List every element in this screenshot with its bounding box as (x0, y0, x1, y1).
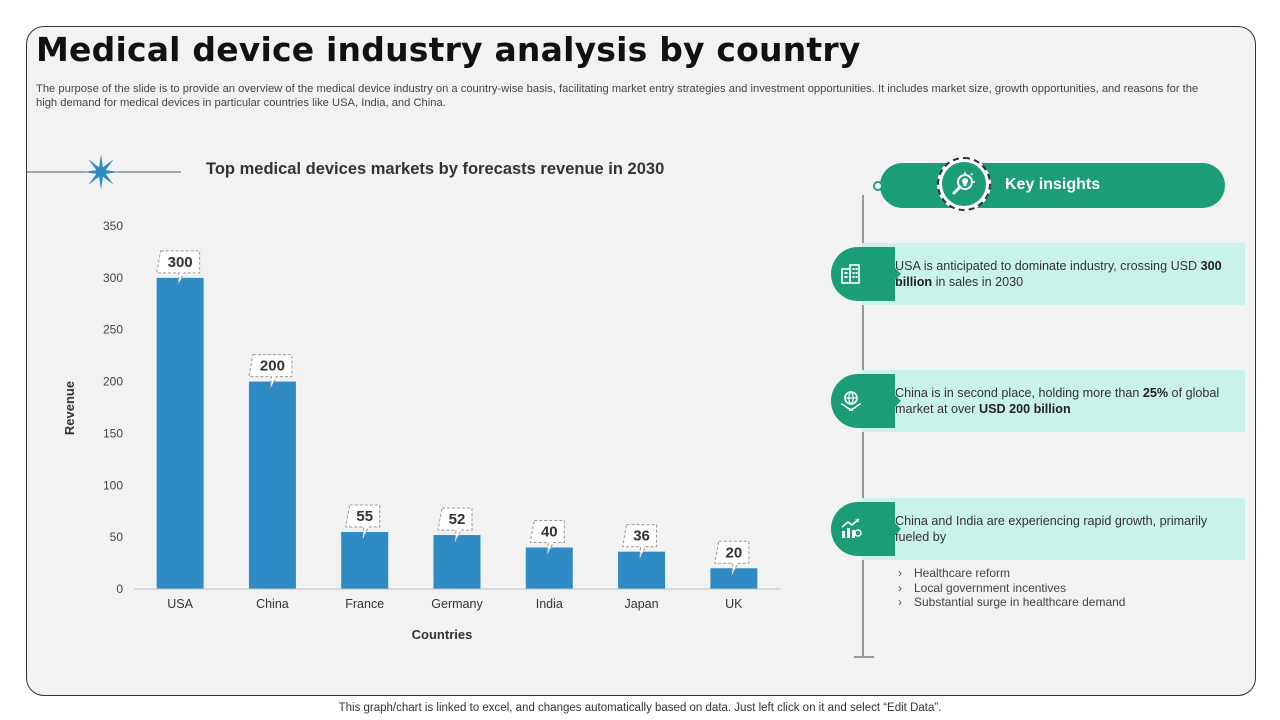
insight-highlight: 25% (1142, 386, 1169, 400)
list-item: Substantial surge in healthcare demand (898, 595, 1125, 610)
list-item: Local government incentives (898, 581, 1125, 596)
list-item: Healthcare reform (898, 566, 1125, 581)
growth-drivers-list: Healthcare reform Local government incen… (898, 566, 1125, 610)
bar-uk (710, 568, 758, 589)
bar-series (156, 277, 758, 589)
x-tick-label: Germany (431, 597, 483, 611)
globe-hands-icon (831, 374, 901, 428)
insight-text: China and India are experiencing rapid g… (895, 514, 1208, 544)
x-tick-label: India (536, 597, 563, 611)
insight-highlight: 300 billion (895, 259, 1222, 289)
footer-note: This graph/chart is linked to excel, and… (338, 702, 942, 714)
x-tick-label: UK (725, 597, 743, 611)
lightbulb-magnifier-icon (942, 162, 986, 206)
data-label-callout: 55 (345, 504, 381, 540)
insight-text: of global market at over (895, 386, 1220, 416)
insight-card-growth: China and India are experiencing rapid g… (862, 498, 1245, 560)
bar-china (248, 381, 296, 589)
data-label: 300 (168, 254, 193, 271)
insights-title: Key insights (1005, 176, 1101, 193)
bar-india (525, 547, 573, 589)
data-label-callout: 52 (437, 507, 473, 543)
data-labels: 300 200 55 52 40 36 20 (156, 250, 750, 576)
chart-title: Top medical devices markets by forecasts… (206, 160, 665, 178)
x-tick-label: France (345, 597, 384, 611)
bar-germany (433, 535, 481, 589)
data-label: 55 (356, 508, 373, 525)
data-label: 40 (541, 524, 558, 541)
data-label-callout: 200 (248, 354, 293, 389)
data-label-callout: 40 (529, 520, 565, 555)
y-tick-label: 50 (110, 530, 124, 544)
x-axis-label: Countries (412, 627, 473, 642)
insight-card-usa: USA is anticipated to dominate industry,… (862, 243, 1245, 305)
timeline-end (854, 656, 874, 658)
revenue-bar-chart: 0 50 100 150 200 250 300 350 USA China France Germ… (62, 219, 780, 642)
timeline-dot (873, 181, 883, 191)
data-label: 20 (726, 544, 743, 561)
data-label: 36 (633, 528, 650, 545)
x-tick-label: USA (167, 597, 193, 611)
y-tick-label: 100 (103, 478, 123, 492)
bar-japan (618, 551, 666, 589)
x-tick-label: China (256, 597, 289, 611)
y-tick-label: 250 (103, 323, 123, 337)
intro-text: The purpose of the slide is to provide a… (36, 83, 1199, 109)
city-buildings-icon (831, 247, 901, 301)
y-tick-label: 300 (103, 271, 123, 285)
insight-text: China is in second place, holding more t… (895, 386, 1143, 400)
bar-usa (156, 277, 204, 589)
insight-highlight: USD 200 billion (979, 402, 1071, 416)
y-axis-label: Revenue (62, 381, 77, 435)
data-label-callout: 36 (621, 524, 658, 559)
page-title: Medical device industry analysis by coun… (36, 30, 861, 69)
growth-chart-icon (831, 502, 901, 556)
y-tick-label: 200 (103, 375, 123, 389)
insight-text: USA is anticipated to dominate industry,… (895, 259, 1201, 273)
insight-text: in sales in 2030 (932, 275, 1024, 289)
data-label-callout: 20 (714, 540, 750, 576)
y-tick-label: 350 (103, 219, 123, 233)
star-decoration-icon (26, 154, 181, 190)
insight-card-china: China is in second place, holding more t… (862, 370, 1245, 432)
y-axis: 0 50 100 150 200 250 300 350 (103, 219, 123, 596)
data-label-callout: 300 (156, 250, 201, 286)
y-tick-label: 150 (103, 426, 123, 440)
y-tick-label: 0 (116, 582, 123, 596)
data-label: 52 (449, 511, 466, 528)
x-axis: USA China France Germany India Japan UK (134, 588, 780, 611)
x-tick-label: Japan (625, 597, 659, 611)
bar-france (341, 531, 389, 589)
data-label: 200 (260, 358, 285, 375)
